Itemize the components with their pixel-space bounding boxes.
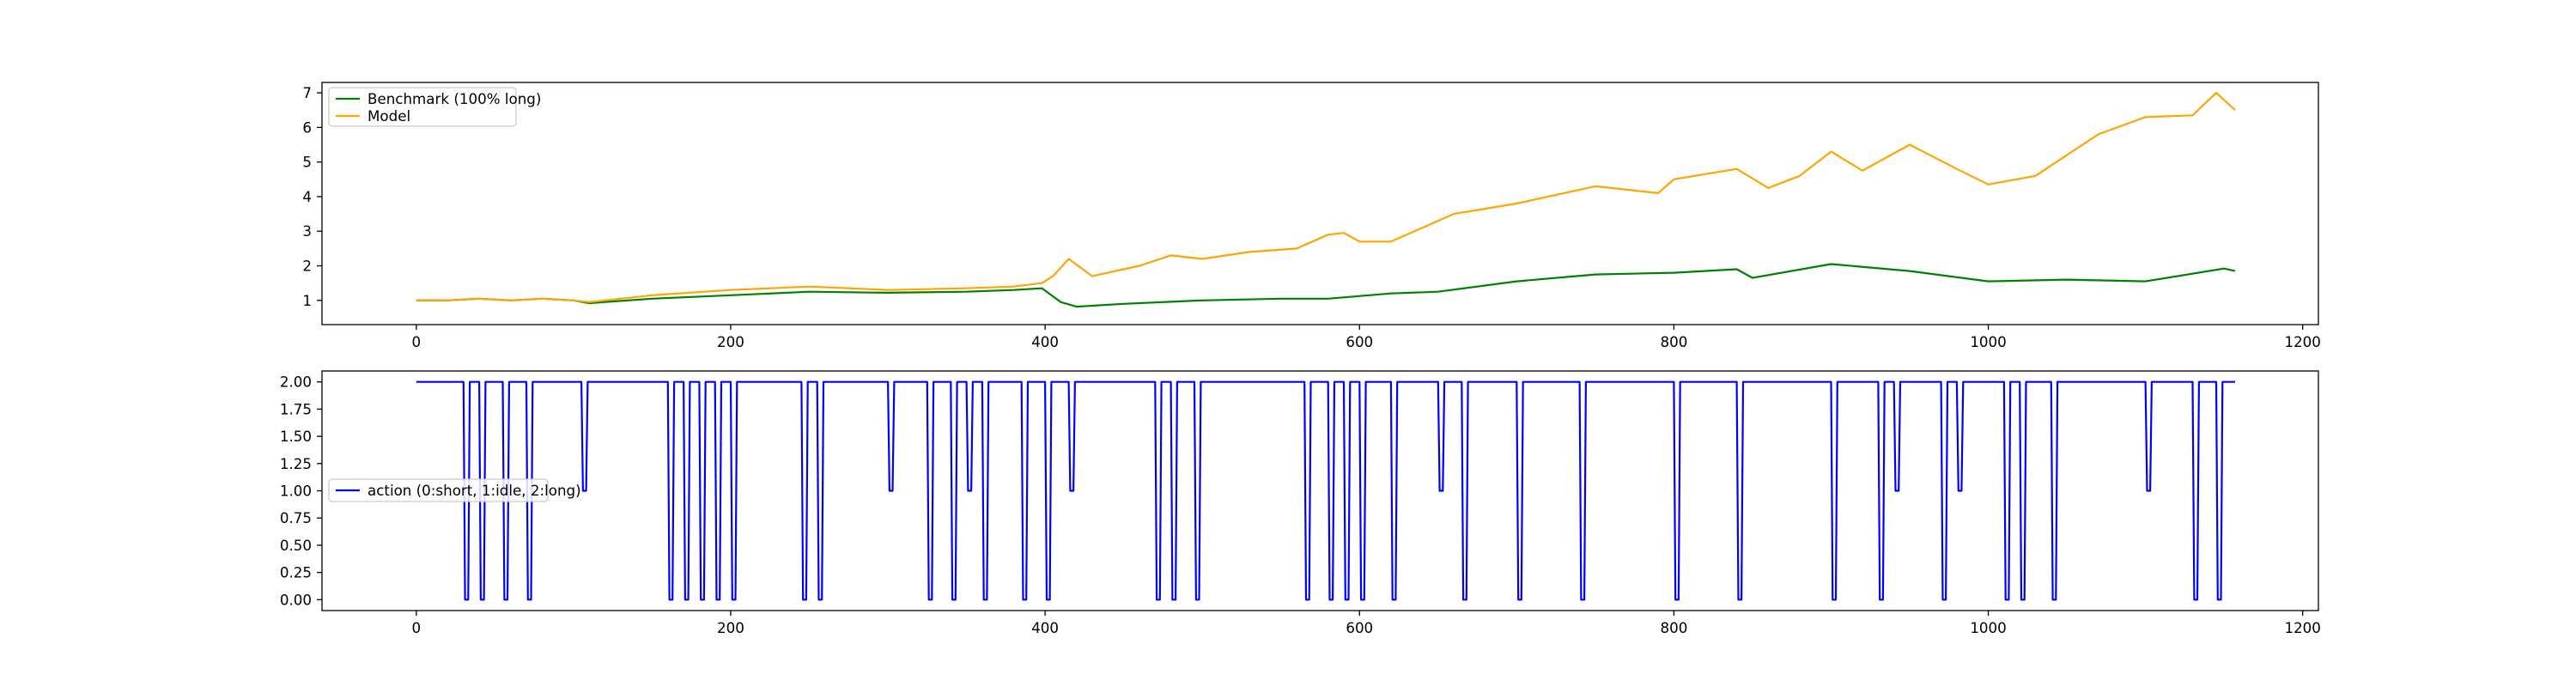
x-tick-label-1-3: 600	[1346, 619, 1373, 636]
x-tick-label-0-1: 200	[717, 333, 744, 350]
y-tick-label-1-4: 1.00	[280, 483, 312, 500]
series-line-0-0	[416, 263, 2236, 308]
legend-0: Benchmark (100% long)Model	[328, 87, 541, 127]
x-tick-label-1-1: 200	[717, 619, 744, 636]
y-tick-label-0-1: 2	[302, 258, 312, 275]
x-tick-label-1-2: 400	[1031, 619, 1059, 636]
x-tick-label-0-6: 1200	[2284, 333, 2320, 350]
x-tick-label-1-5: 1000	[1970, 619, 2006, 636]
legend-label-0-0: Benchmark (100% long)	[368, 90, 541, 107]
x-tick-label-0-2: 400	[1031, 333, 1059, 350]
x-tick-label-0-4: 800	[1660, 333, 1687, 350]
axes-frame-1	[321, 370, 2319, 611]
chart-action: 0 200 400 600 800 1000 1200 0.00 0.25 0.50 0.75 1.0…	[280, 370, 2321, 636]
y-tick-label-0-3: 4	[302, 188, 312, 205]
legend-1: action (0:short, 1:idle, 2:long)	[328, 478, 581, 502]
y-tick-label-0-6: 7	[302, 84, 312, 101]
x-tick-label-1-0: 0	[412, 619, 422, 636]
y-tick-label-0-2: 3	[302, 222, 312, 240]
y-tick-label-0-0: 1	[302, 292, 312, 309]
y-tick-label-1-7: 1.75	[280, 400, 312, 417]
x-tick-label-0-0: 0	[412, 333, 422, 350]
y-tick-label-0-5: 6	[302, 119, 312, 136]
y-tick-label-1-2: 0.50	[280, 537, 312, 554]
axes-frame-0	[321, 82, 2319, 325]
y-tick-label-1-3: 0.75	[280, 509, 312, 526]
x-tick-label-0-3: 600	[1346, 333, 1373, 350]
legend-label-1-0: action (0:short, 1:idle, 2:long)	[368, 482, 581, 499]
x-tick-label-1-6: 1200	[2284, 619, 2320, 636]
y-tick-label-1-1: 0.25	[280, 564, 312, 581]
y-tick-label-1-8: 2.00	[280, 374, 312, 391]
series-line-1-0	[416, 380, 2235, 601]
y-tick-label-1-5: 1.25	[280, 455, 312, 472]
y-tick-label-1-0: 0.00	[280, 591, 312, 608]
x-tick-label-1-4: 800	[1660, 619, 1687, 636]
y-tick-label-1-6: 1.50	[280, 428, 312, 445]
legend-label-0-1: Model	[368, 107, 410, 125]
y-tick-label-0-4: 5	[302, 154, 312, 171]
series-line-0-1	[416, 92, 2236, 303]
chart-portfolio-value: 0 200 400 600 800 1000 1200 1 2 3 4 5 6 7 Benchmark (1…	[302, 82, 2321, 350]
x-tick-label-0-5: 1000	[1970, 333, 2006, 350]
